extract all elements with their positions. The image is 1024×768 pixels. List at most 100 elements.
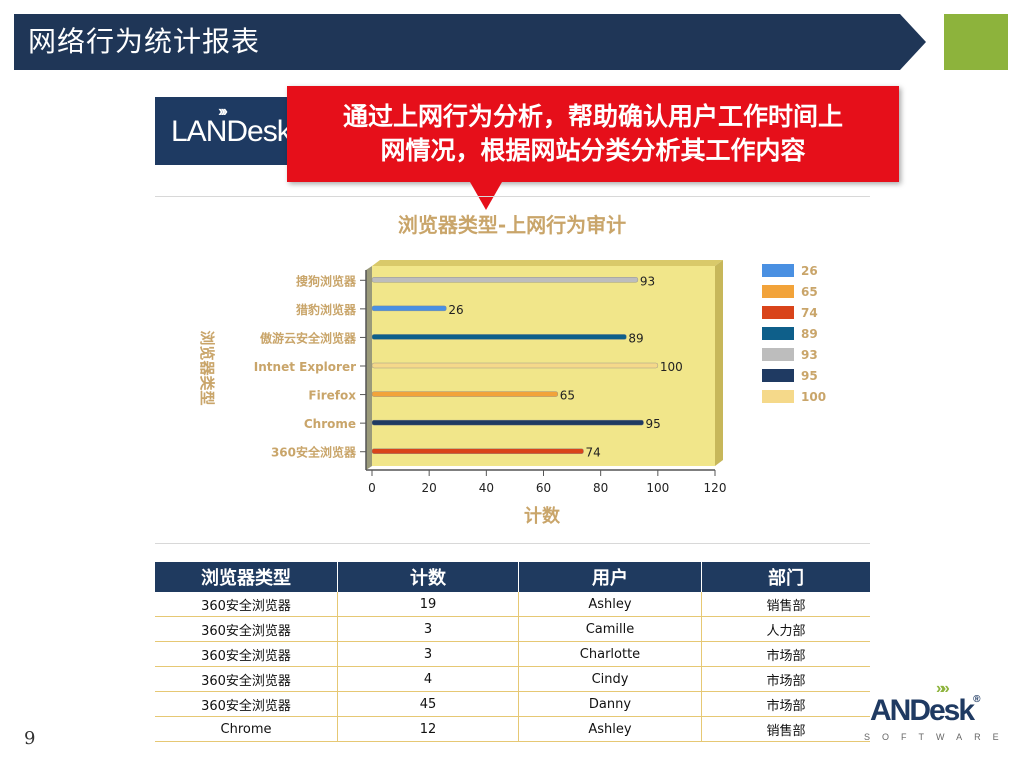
page-title: 网络行为统计报表 [28, 25, 261, 58]
table-cell: Ashley [518, 592, 702, 617]
table-row: Chrome 12 Ashley 销售部 [155, 716, 870, 742]
table-cell: 360安全浏览器 [155, 592, 338, 617]
x-tick-label: 0 [368, 481, 376, 495]
table-row: 360安全浏览器 4 Cindy 市场部 [155, 666, 870, 692]
table-cell: 市场部 [701, 666, 870, 692]
banner-logo-text: LANDesk [171, 115, 292, 148]
legend-label: 93 [801, 348, 818, 362]
table-cell: 市场部 [701, 641, 870, 667]
x-tick-label: 40 [479, 481, 494, 495]
table-header-row: 浏览器类型 计数 用户 部门 [155, 562, 870, 592]
bar [371, 448, 584, 454]
x-tick-label: 60 [536, 481, 551, 495]
chevron-icon: ››› [218, 103, 228, 120]
table-cell: Camille [518, 616, 702, 642]
header-accent-block [944, 14, 1008, 70]
legend-label: 26 [801, 264, 818, 278]
table-row: 360安全浏览器 19 Ashley 销售部 [155, 592, 870, 617]
table-cell: 360安全浏览器 [155, 666, 338, 692]
category-label: 360安全浏览器 [271, 445, 357, 460]
table-cell: 360安全浏览器 [155, 616, 338, 642]
table-cell: 4 [337, 666, 519, 692]
callout-line-1: 通过上网行为分析，帮助确认用户工作时间上 [342, 102, 843, 131]
legend-swatch [762, 327, 794, 340]
callout-box: 通过上网行为分析，帮助确认用户工作时间上 网情况，根据网站分类分析其工作内容 [287, 86, 899, 182]
column-header: 部门 [701, 562, 870, 592]
table-cell: 人力部 [701, 616, 870, 642]
legend-swatch [762, 264, 794, 277]
data-label: 95 [646, 417, 661, 431]
table-cell: 销售部 [701, 716, 870, 742]
table-cell: Danny [518, 691, 702, 717]
header-arrow-icon [880, 14, 940, 70]
callout-line-2: 网情况，根据网站分类分析其工作内容 [380, 136, 806, 165]
callout-text: 通过上网行为分析，帮助确认用户工作时间上 网情况，根据网站分类分析其工作内容 [287, 100, 899, 168]
table-cell: 12 [337, 716, 519, 742]
registered-mark: ® [973, 694, 981, 705]
data-label: 89 [628, 331, 643, 345]
header-band: 网络行为统计报表 [14, 14, 894, 70]
column-header: 计数 [337, 562, 519, 592]
x-axis-label: 计数 [524, 505, 561, 527]
category-label: Intnet Explorer [254, 360, 356, 374]
table-cell: 19 [337, 592, 519, 617]
table-cell: Cindy [518, 666, 702, 692]
legend-swatch [762, 369, 794, 382]
page-number: 9 [24, 728, 36, 749]
plot-side-face [715, 260, 723, 466]
plot-left-face [366, 266, 372, 470]
table-cell: 3 [337, 641, 519, 667]
x-tick-label: 120 [704, 481, 727, 495]
x-tick-label: 80 [593, 481, 608, 495]
plot-top-face [372, 260, 723, 266]
table-cell: Chrome [155, 716, 338, 742]
legend-label: 65 [801, 285, 818, 299]
legend-label: 100 [801, 390, 826, 404]
divider [155, 543, 870, 544]
landesk-logo: »» ANDesk® SOFTWARE [862, 680, 999, 750]
y-axis-label: 浏览器类型 [198, 330, 216, 405]
bar [371, 334, 627, 340]
data-table: 浏览器类型 计数 用户 部门 360安全浏览器 19 Ashley 销售部 36… [155, 562, 870, 742]
bar [371, 362, 659, 369]
column-header: 用户 [518, 562, 702, 592]
table-cell: 45 [337, 691, 519, 717]
legend: 26 65 74 89 93 95 100 [762, 264, 826, 404]
table-cell: Charlotte [518, 641, 702, 667]
bar [371, 391, 558, 397]
legend-swatch [762, 285, 794, 298]
bar [371, 305, 447, 312]
legend-label: 95 [801, 369, 818, 383]
data-label: 74 [586, 446, 601, 460]
data-label: 26 [448, 303, 463, 317]
table-cell: 销售部 [701, 592, 870, 617]
table-cell: 360安全浏览器 [155, 691, 338, 717]
table-row: 360安全浏览器 3 Charlotte 市场部 [155, 641, 870, 667]
category-label: 搜狗浏览器 [296, 273, 357, 288]
table-row: 360安全浏览器 3 Camille 人力部 [155, 616, 870, 642]
x-tick-label: 20 [422, 481, 437, 495]
legend-swatch [762, 306, 794, 319]
legend-label: 74 [801, 306, 818, 320]
logo-wordmark: ANDesk [870, 694, 975, 727]
bar [371, 419, 644, 426]
table-cell: 市场部 [701, 691, 870, 717]
category-label: Firefox [308, 389, 356, 403]
legend-swatch [762, 390, 794, 403]
divider [155, 196, 870, 197]
category-label: 猎豹浏览器 [296, 302, 357, 317]
data-label: 65 [560, 389, 575, 403]
column-header: 浏览器类型 [155, 562, 338, 592]
table-cell: Ashley [518, 716, 702, 742]
category-label: 傲游云安全浏览器 [260, 330, 357, 345]
bar [371, 277, 639, 283]
legend-swatch [762, 348, 794, 361]
data-label: 100 [660, 360, 683, 374]
logo-text: ANDesk® [870, 694, 981, 728]
chart-title: 浏览器类型-上网行为审计 [398, 213, 626, 237]
data-label: 93 [640, 274, 655, 288]
table-cell: 3 [337, 616, 519, 642]
logo-subtitle: SOFTWARE [864, 732, 1011, 742]
category-label: Chrome [304, 417, 356, 431]
